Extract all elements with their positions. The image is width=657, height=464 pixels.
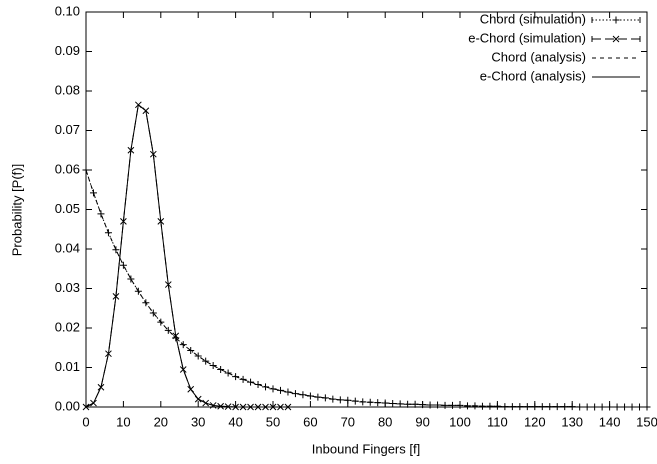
legend-label: e-Chord (simulation) <box>468 30 586 45</box>
x-axis-title: Inbound Fingers [f] <box>312 441 420 456</box>
x-tick-label: 140 <box>599 414 621 429</box>
legend-label: e-Chord (analysis) <box>480 68 586 83</box>
y-axis-title: Probability [P(f)] <box>9 164 24 256</box>
x-tick-label: 70 <box>341 414 355 429</box>
marker <box>127 275 135 283</box>
x-tick-label: 10 <box>116 414 130 429</box>
marker <box>217 365 225 373</box>
series-line <box>85 103 288 408</box>
marker <box>164 326 172 334</box>
marker <box>119 261 127 269</box>
y-tick-label: 0.02 <box>55 319 80 334</box>
x-tick-label: 90 <box>415 414 429 429</box>
series-line <box>85 103 288 408</box>
legend-label: Chord (simulation) <box>480 11 586 26</box>
series-line <box>85 169 647 408</box>
marker <box>643 403 651 411</box>
y-tick-label: 0.09 <box>55 43 80 58</box>
x-tick-label: 20 <box>154 414 168 429</box>
marker <box>276 386 284 394</box>
y-tick-label: 0.06 <box>55 161 80 176</box>
marker <box>194 352 202 360</box>
marker <box>269 385 277 393</box>
marker <box>149 309 157 317</box>
y-tick-label: 0.05 <box>55 201 80 216</box>
marker <box>112 246 120 254</box>
x-tick-label: 100 <box>449 414 471 429</box>
x-tick-label: 80 <box>378 414 392 429</box>
marker <box>202 357 210 365</box>
y-tick-label: 0.03 <box>55 280 80 295</box>
y-tick-label: 0.08 <box>55 82 80 97</box>
x-tick-label: 150 <box>636 414 657 429</box>
series-line <box>85 169 647 408</box>
marker <box>97 210 105 218</box>
x-tick-label: 60 <box>303 414 317 429</box>
y-tick-label: 0.04 <box>55 240 80 255</box>
legend-marker <box>612 35 620 43</box>
y-tick-label: 0.10 <box>55 3 80 18</box>
marker <box>262 383 270 391</box>
x-tick-label: 120 <box>524 414 546 429</box>
marker <box>224 369 232 377</box>
x-tick-label: 130 <box>561 414 583 429</box>
marker <box>134 287 142 295</box>
x-tick-label: 30 <box>191 414 205 429</box>
marker <box>254 380 262 388</box>
y-tick-label: 0.01 <box>55 359 80 374</box>
x-tick-label: 50 <box>266 414 280 429</box>
marker <box>284 388 292 396</box>
legend-marker <box>612 16 620 24</box>
x-tick-label: 0 <box>82 414 89 429</box>
marker <box>247 378 255 386</box>
legend-label: Chord (analysis) <box>491 49 586 64</box>
x-tick-label: 110 <box>487 414 508 429</box>
y-tick-label: 0.00 <box>55 398 80 413</box>
y-tick-label: 0.07 <box>55 122 80 137</box>
x-tick-label: 40 <box>228 414 242 429</box>
marker <box>209 362 217 370</box>
